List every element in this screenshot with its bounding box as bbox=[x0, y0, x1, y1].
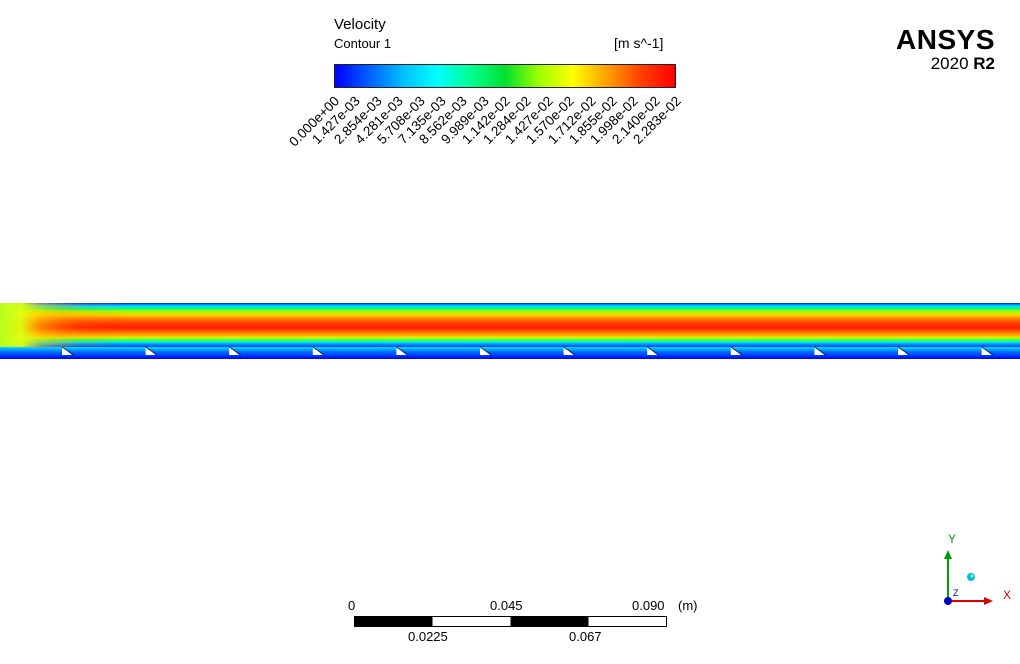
colorbar-tick-label: 2.283e-02 bbox=[630, 93, 684, 147]
bottom-wall-layer bbox=[0, 347, 1020, 359]
velocity-contour-plot[interactable] bbox=[0, 303, 1020, 359]
ansys-logo: ANSYS 2020 R2 bbox=[896, 26, 995, 74]
logo-version: 2020 R2 bbox=[896, 54, 995, 74]
colorbar-tick-label: 0.000e+00 bbox=[286, 93, 343, 150]
legend-units: [m s^-1] bbox=[614, 35, 664, 51]
colorbar-tick-label: 2.140e-02 bbox=[608, 93, 663, 147]
colorbar-tick-label: 9.989e-03 bbox=[437, 93, 492, 147]
colorbar-tick-label: 1.712e-02 bbox=[544, 93, 599, 147]
colorbar-tick-label: 5.708e-03 bbox=[373, 93, 428, 147]
colorbar-tick-label: 1.998e-02 bbox=[587, 93, 642, 147]
scale-label-0067: 0.067 bbox=[569, 629, 602, 644]
colorbar-tick-label: 1.855e-02 bbox=[566, 93, 620, 147]
scale-label-00225: 0.0225 bbox=[408, 629, 448, 644]
baffle-edge bbox=[145, 346, 158, 356]
baffle-edge bbox=[646, 346, 660, 356]
triad-x-label: X bbox=[1003, 588, 1012, 602]
baffle-edge bbox=[479, 346, 493, 356]
axis-triad[interactable]: Y X Z bbox=[935, 530, 1015, 610]
colorbar-tick-labels: 0.000e+00 1.427e-03 2.854e-03 4.281e-03 5.70… bbox=[0, 0, 1020, 200]
logo-wordmark: ANSYS bbox=[896, 24, 995, 55]
triad-graphic bbox=[944, 550, 993, 605]
scale-unit: (m) bbox=[678, 598, 698, 613]
triad-z-label: Z bbox=[953, 588, 959, 598]
baffle-edge bbox=[730, 346, 744, 356]
scale-bar-graphic bbox=[354, 616, 667, 627]
baffle-edge bbox=[814, 346, 827, 356]
colorbar-tick-label: 1.427e-02 bbox=[501, 93, 556, 147]
baffle-edge bbox=[396, 346, 409, 356]
colorbar-tick-label: 1.570e-02 bbox=[523, 93, 577, 147]
baffle-edge bbox=[563, 346, 576, 356]
colorbar bbox=[334, 64, 676, 88]
colorbar-tick-label: 7.135e-03 bbox=[395, 93, 449, 147]
scale-label-0090: 0.090 bbox=[632, 598, 665, 613]
colorbar-tick-label: 2.854e-03 bbox=[330, 93, 385, 147]
scale-label-0045: 0.045 bbox=[490, 598, 523, 613]
colorbar-tick-label: 1.142e-02 bbox=[459, 93, 513, 147]
colorbar-tick-label: 8.562e-03 bbox=[416, 93, 471, 147]
logo-release: R2 bbox=[973, 54, 995, 73]
scale-label-0: 0 bbox=[348, 598, 356, 613]
baffle-edge bbox=[61, 346, 75, 356]
baffle-edge bbox=[897, 346, 911, 356]
legend-subtitle: Contour 1 bbox=[334, 36, 392, 51]
baffle-edge bbox=[312, 346, 326, 356]
colorbar-tick-label: 4.281e-03 bbox=[352, 93, 406, 147]
baffle-edge bbox=[981, 346, 994, 356]
baffle-edge bbox=[228, 346, 242, 356]
logo-year: 2020 bbox=[930, 54, 969, 73]
colorbar-tick-label: 1.427e-03 bbox=[309, 93, 364, 147]
triad-y-label: Y bbox=[948, 532, 957, 546]
baffles bbox=[61, 346, 994, 356]
legend-title: Velocity bbox=[334, 16, 386, 33]
inlet-region bbox=[0, 303, 360, 349]
colorbar-tick-label: 1.284e-02 bbox=[480, 93, 535, 147]
